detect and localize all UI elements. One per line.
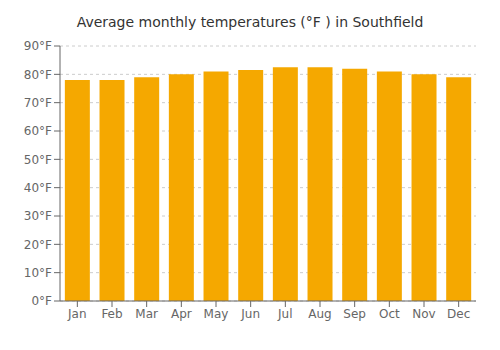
svg-text:40°F: 40°F [24,181,52,195]
svg-text:Sep: Sep [343,307,366,321]
svg-text:30°F: 30°F [24,209,52,223]
svg-text:Nov: Nov [412,307,435,321]
svg-text:Feb: Feb [101,307,122,321]
svg-text:10°F: 10°F [24,266,52,280]
svg-text:Aug: Aug [308,307,331,321]
svg-text:Dec: Dec [447,307,470,321]
svg-text:Apr: Apr [171,307,192,321]
svg-text:90°F: 90°F [24,39,52,53]
svg-text:50°F: 50°F [24,153,52,167]
svg-text:Oct: Oct [379,307,400,321]
svg-text:Jan: Jan [67,307,87,321]
svg-text:70°F: 70°F [24,96,52,110]
svg-text:20°F: 20°F [24,238,52,252]
svg-text:0°F: 0°F [31,294,52,308]
svg-text:Jun: Jun [240,307,260,321]
svg-text:Jul: Jul [277,307,292,321]
html-text:Average monthly temperatures (: Average monthly temperatures (°F ) in So… [76,14,424,30]
svg-text:80°F: 80°F [24,68,52,82]
svg-text:May: May [204,307,229,321]
svg-text:60°F: 60°F [24,124,52,138]
svg-text:Mar: Mar [135,307,158,321]
